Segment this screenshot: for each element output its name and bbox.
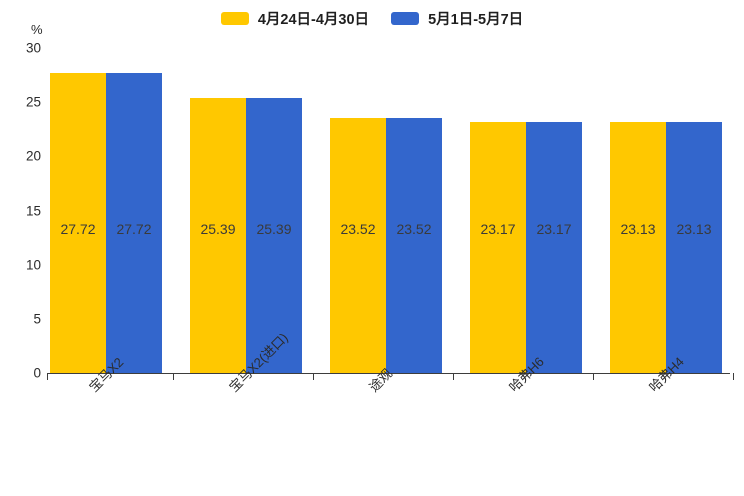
x-axis-line — [47, 373, 730, 374]
y-tick-label: 5 — [33, 311, 41, 327]
bar-series-1[interactable]: 27.72 — [50, 72, 106, 373]
y-tick-label: 25 — [25, 94, 41, 110]
y-tick-label: 0 — [33, 365, 41, 381]
bar-value-label: 23.17 — [480, 221, 516, 237]
legend-item-series-1[interactable]: 4月24日-4月30日 — [220, 8, 370, 29]
bar-value-label: 23.52 — [340, 221, 376, 237]
bar-value-label: 25.39 — [200, 221, 236, 237]
bar-value-label: 25.39 — [256, 221, 292, 237]
bar-series-2[interactable]: 25.39 — [246, 97, 302, 373]
y-axis-unit-label: % — [31, 22, 43, 37]
bar-series-1[interactable]: 25.39 — [190, 97, 246, 373]
chart-legend: 4月24日-4月30日 5月1日-5月7日 — [0, 6, 744, 30]
bar-value-label: 23.52 — [396, 221, 432, 237]
legend-swatch-series-2 — [391, 11, 420, 25]
x-axis-tick — [173, 373, 174, 380]
bar-series-1[interactable]: 23.52 — [330, 118, 386, 373]
bar-series-1[interactable]: 23.17 — [470, 122, 526, 373]
bar-series-2[interactable]: 23.13 — [666, 122, 722, 373]
y-tick-label: 30 — [25, 40, 41, 56]
legend-swatch-series-1 — [220, 11, 249, 25]
bar-value-label: 27.72 — [60, 221, 96, 237]
bar-series-1[interactable]: 23.13 — [610, 122, 666, 373]
bar-series-2[interactable]: 27.72 — [106, 72, 162, 373]
x-axis-tick — [453, 373, 454, 380]
y-tick-label: 10 — [25, 257, 41, 273]
bar-series-2[interactable]: 23.17 — [526, 122, 582, 373]
legend-label-series-2: 5月1日-5月7日 — [428, 11, 524, 28]
x-axis-tick — [313, 373, 314, 380]
bar-value-label: 23.17 — [536, 221, 572, 237]
x-axis-tick — [733, 373, 734, 380]
bar-value-label: 23.13 — [676, 221, 712, 237]
legend-label-series-1: 4月24日-4月30日 — [257, 11, 370, 28]
y-tick-label: 20 — [25, 148, 41, 164]
y-tick-label: 15 — [25, 203, 41, 218]
x-axis-tick — [593, 373, 594, 380]
bar-value-label: 27.72 — [116, 221, 152, 237]
y-axis-tick-labels: 30 25 20 15 10 5 0 — [0, 0, 41, 496]
x-axis-tick — [47, 373, 48, 380]
bar-value-label: 23.13 — [620, 221, 656, 237]
legend-item-series-2[interactable]: 5月1日-5月7日 — [391, 8, 523, 29]
bar-series-2[interactable]: 23.52 — [386, 118, 442, 373]
